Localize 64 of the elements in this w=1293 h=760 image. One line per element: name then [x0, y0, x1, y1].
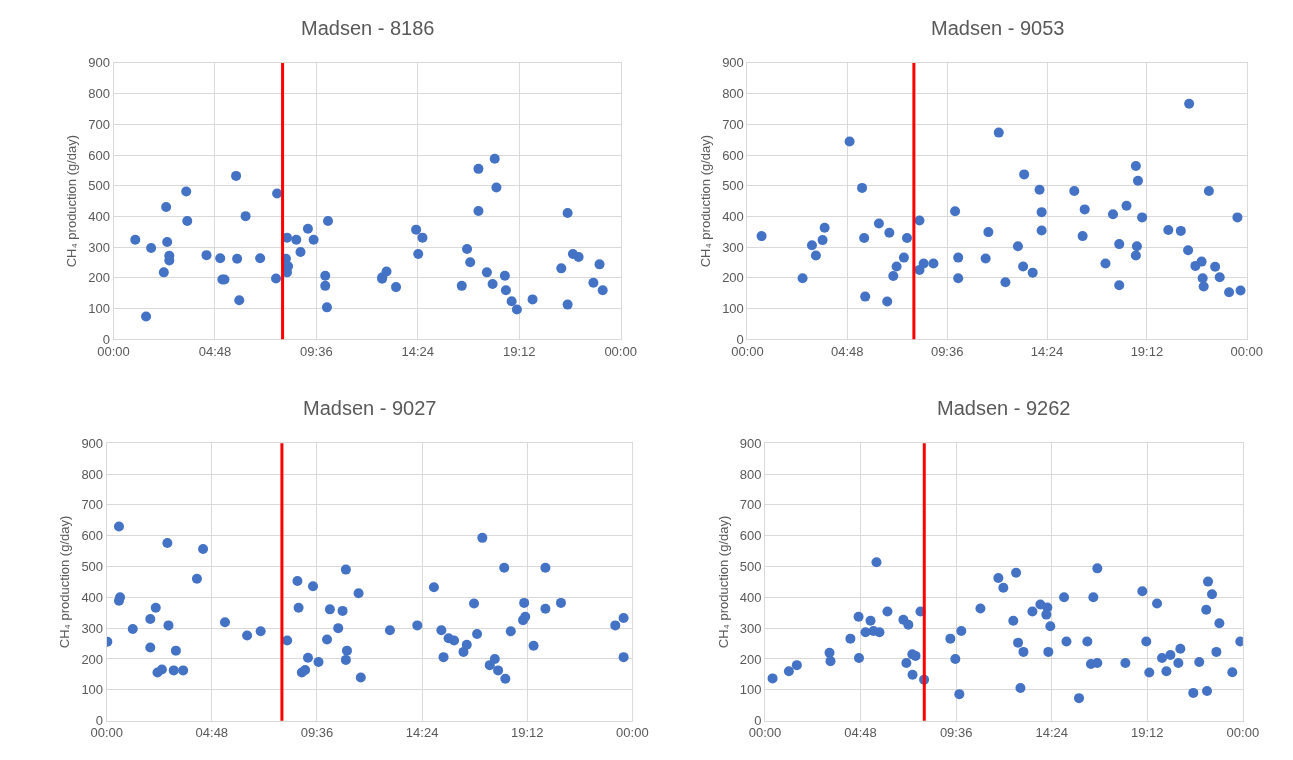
- y-tick-label: 600: [722, 147, 744, 163]
- y-tick-label: 100: [722, 301, 744, 317]
- y-tick-label: 700: [88, 116, 110, 132]
- x-tick-label: 14:24: [405, 725, 439, 741]
- x-tick-label: 04:48: [195, 725, 229, 741]
- chart-title: Madsen - 9027: [303, 397, 437, 419]
- x-tick-label: 14:24: [1030, 343, 1064, 359]
- y-tick-label: 900: [88, 55, 110, 71]
- x-tick-label: 00:00: [604, 343, 637, 359]
- y-tick-label: 200: [81, 651, 104, 667]
- y-tick-label: 100: [739, 682, 762, 698]
- x-tick-label: 19:12: [502, 343, 536, 359]
- x-tick-label: 19:12: [1130, 343, 1164, 359]
- y-tick-label: 200: [722, 270, 744, 286]
- chart-title: Madsen - 9053: [931, 17, 1065, 39]
- y-tick-label: 700: [739, 497, 762, 513]
- y-tick-label: 500: [88, 178, 110, 194]
- y-tick-label: 100: [88, 301, 110, 317]
- chart-title: Madsen - 8186: [301, 17, 435, 39]
- y-tick-label: 300: [88, 239, 110, 255]
- y-tick-label: 200: [739, 651, 762, 667]
- x-tick-label: 14:24: [1035, 725, 1068, 741]
- y-tick-label: 300: [739, 620, 762, 636]
- y-tick-label: 300: [81, 620, 104, 636]
- y-tick-label: 800: [88, 86, 110, 102]
- x-tick-label: 00:00: [1226, 725, 1260, 741]
- x-tick-label: 09:36: [300, 343, 333, 359]
- x-tick-label: 04:48: [831, 343, 864, 359]
- y-tick-label: 500: [722, 178, 744, 194]
- y-tick-label: 500: [81, 559, 104, 575]
- y-tick-label: 600: [88, 147, 110, 163]
- y-tick-label: 700: [722, 116, 744, 132]
- y-axis-title: CH₄ production (g/day): [715, 515, 731, 649]
- y-tick-label: 600: [739, 528, 762, 544]
- y-axis-title: CH₄ production (g/day): [57, 515, 73, 649]
- y-tick-label: 300: [722, 239, 744, 255]
- y-tick-label: 900: [81, 435, 104, 451]
- y-tick-label: 700: [81, 497, 104, 513]
- y-tick-label: 600: [81, 528, 104, 544]
- y-tick-label: 400: [722, 209, 744, 224]
- y-tick-label: 900: [722, 55, 744, 71]
- y-tick-label: 100: [81, 682, 104, 698]
- y-tick-label: 800: [739, 466, 762, 482]
- y-tick-label: 400: [739, 589, 762, 605]
- y-tick-label: 800: [722, 86, 744, 102]
- x-tick-label: 19:12: [1131, 725, 1164, 741]
- x-tick-label: 00:00: [616, 725, 649, 741]
- x-tick-label: 04:48: [844, 725, 877, 741]
- y-tick-label: 400: [88, 209, 110, 224]
- y-tick-label: 500: [739, 559, 762, 575]
- y-tick-label: 900: [739, 435, 762, 451]
- y-axis-title: CH₄ production (g/day): [698, 134, 714, 268]
- x-tick-label: 09:36: [300, 725, 334, 741]
- x-tick-label: 00:00: [1230, 343, 1264, 359]
- y-tick-label: 400: [81, 589, 104, 605]
- y-tick-label: 200: [88, 270, 110, 286]
- x-tick-label: 09:36: [930, 343, 964, 359]
- x-tick-label: 09:36: [939, 725, 973, 741]
- x-tick-label: 04:48: [198, 343, 232, 359]
- y-axis-title: CH₄ production (g/day): [64, 134, 80, 268]
- y-tick-label: 800: [81, 466, 104, 482]
- x-tick-label: 19:12: [510, 725, 544, 741]
- x-tick-label: 14:24: [401, 343, 435, 359]
- chart-title: Madsen - 9262: [937, 397, 1071, 419]
